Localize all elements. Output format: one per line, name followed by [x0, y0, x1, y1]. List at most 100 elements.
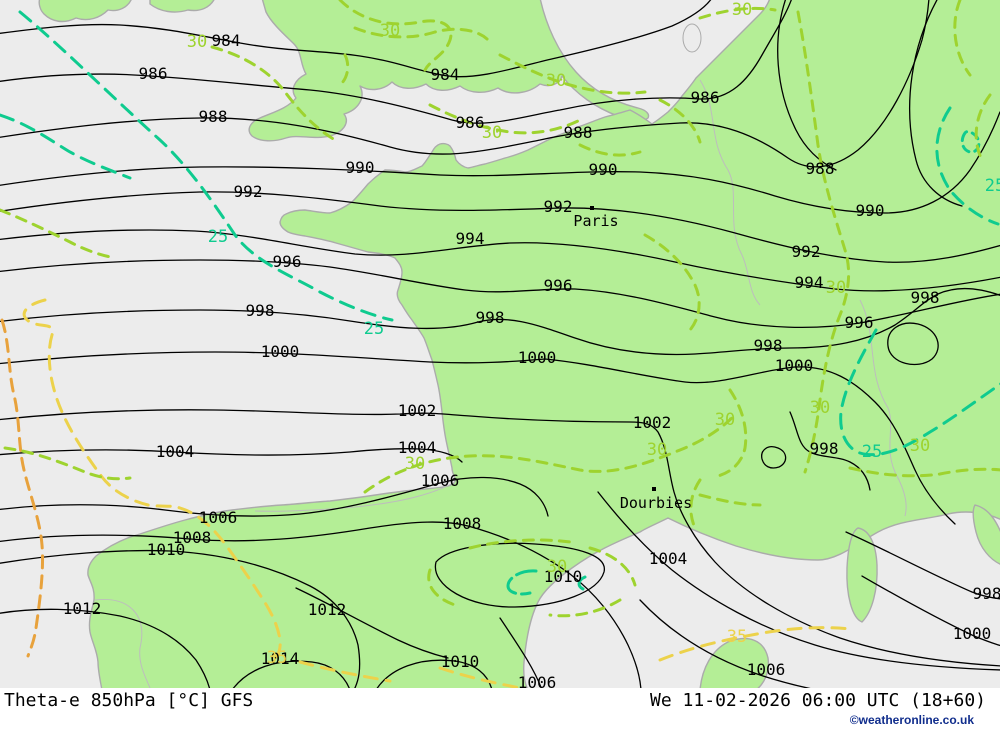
thetae-line [698, 6, 777, 20]
isobar-label: 1004 [398, 438, 437, 457]
thetae-line [698, 493, 762, 507]
isobar-line [909, 0, 963, 207]
isobar-line [0, 287, 1000, 356]
isobar-label: 996 [544, 276, 573, 295]
country-border [859, 299, 907, 517]
isobar-label: 984 [212, 31, 241, 50]
thetae-line [338, 0, 453, 72]
weather-map: 984 984 986 986 986 988 988 988 990 990 990 992 992 9… [0, 0, 1000, 688]
isobar-label: 1012 [63, 599, 102, 618]
thetae-line [210, 45, 337, 142]
thetae-line [848, 466, 1000, 478]
landmass [149, 0, 215, 13]
isobar-line [887, 322, 939, 366]
thetae-label: 30 [732, 0, 752, 20]
isobar-label: 994 [456, 229, 485, 248]
thetae-line [548, 598, 622, 618]
isobar-label: 988 [199, 107, 228, 126]
isobar-label: 1000 [775, 356, 814, 375]
thetae-line [578, 143, 642, 157]
thetae-line [438, 666, 522, 688]
isobar-label: 1000 [953, 624, 992, 643]
isobar-label: 1008 [173, 528, 212, 547]
thetae-label: 30 [910, 436, 930, 456]
isobar-line [845, 531, 1000, 600]
isobar-line [376, 659, 493, 688]
isobar-label: 1006 [421, 471, 460, 490]
thetae-label: 30 [547, 557, 567, 577]
thetae-line [428, 103, 582, 135]
thetae-line [716, 388, 748, 478]
isobar-line [499, 617, 542, 688]
thetae-label: 35 [727, 627, 747, 647]
isobar-label: 1008 [443, 514, 482, 533]
isobar-label: 1004 [156, 442, 195, 461]
isobar-label: 998 [476, 308, 505, 327]
landmass [972, 504, 1000, 565]
isobar-label: 1006 [199, 508, 238, 527]
thetae-label: 30 [647, 440, 667, 460]
isobar-line [0, 259, 1000, 329]
thetae-label: 30 [380, 21, 400, 41]
thetae-line [577, 575, 587, 591]
city-marker [652, 487, 656, 491]
landmass [38, 0, 132, 23]
isobar-line [597, 491, 1000, 671]
thetae-label: 30 [405, 454, 425, 474]
isobar-label: 986 [456, 113, 485, 132]
thetae-label: 30 [482, 123, 502, 143]
isobar-line [0, 351, 956, 525]
thetae-line [796, 10, 851, 474]
thetae-line [338, 53, 350, 87]
thetae-label: 25 [862, 442, 882, 462]
country-border [254, 481, 456, 512]
thetae-label: 25 [208, 227, 228, 247]
isobar-label: 984 [431, 65, 460, 84]
isobar-label: 988 [564, 123, 593, 142]
landmass [248, 0, 650, 142]
status-bar: Theta-e 850hPa [°C] GFS We 11-02-2026 06… [0, 688, 1000, 733]
isobar-label: 990 [589, 160, 618, 179]
thetae-line [0, 113, 132, 180]
isobar-label: 1002 [398, 401, 437, 420]
thetae-label: 35 [267, 648, 287, 668]
isobar-label: 988 [806, 159, 835, 178]
map-area: 984 984 986 986 986 988 988 988 990 990 990 992 992 9… [0, 0, 1000, 688]
thetae-line [643, 233, 701, 332]
thetae-line [935, 106, 1000, 226]
thetae-label: 25 [364, 319, 384, 339]
city-label: Dourbies [620, 494, 692, 512]
isobar-line [0, 229, 1000, 292]
isobar-label: 998 [810, 439, 839, 458]
thetae-line [18, 10, 394, 322]
isobar-label: 986 [691, 88, 720, 107]
lake [682, 23, 702, 53]
thetae-label: 30 [715, 410, 735, 430]
isobar-line [0, 0, 930, 168]
isobar-label: 990 [856, 201, 885, 220]
isobar-label: 1004 [649, 549, 688, 568]
isobar-line [232, 660, 350, 688]
isobar-line [0, 608, 211, 688]
thetae-label: 30 [826, 278, 846, 298]
copyright-link[interactable]: ©weatheronline.co.uk [849, 713, 974, 727]
isobar-label: 1014 [261, 649, 300, 668]
isobar-label: 1000 [518, 348, 557, 367]
city-label: Paris [573, 212, 618, 230]
isobar-line [0, 409, 1000, 667]
chart-datetime: We 11-02-2026 06:00 UTC (18+60) [650, 690, 986, 711]
isobar-line [0, 191, 1000, 263]
thetae-line [353, 26, 492, 44]
thetae-line [427, 568, 457, 607]
isobar-label: 1006 [747, 660, 786, 679]
thetae-label: 30 [187, 32, 207, 52]
thetae-line [506, 569, 538, 596]
thetae-line [839, 328, 1000, 457]
isobar-label: 1000 [261, 342, 300, 361]
city-marker [590, 206, 594, 210]
isobar-label: 990 [346, 158, 375, 177]
isobar-label: 996 [273, 252, 302, 271]
thetae-line [953, 0, 972, 77]
thetae-line [22, 298, 282, 660]
